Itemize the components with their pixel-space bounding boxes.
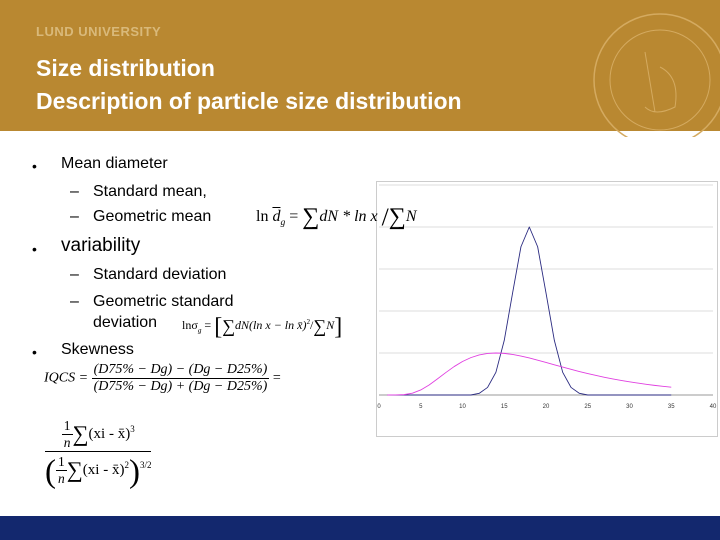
geometric-sd-formula: lnσg = [∑dN(ln x − ln x̄)2/∑N] <box>182 314 343 340</box>
x-tick-label: 25 <box>584 404 591 410</box>
size-distribution-chart: 0 5 10 15 20 25 30 35 40 <box>376 181 718 437</box>
slide-subtitle: Description of particle size distributio… <box>36 88 462 114</box>
x-tick-label: 0 <box>377 404 381 410</box>
footer-bar <box>0 516 720 540</box>
bullet-icon: • <box>32 344 37 360</box>
x-tick-label: 5 <box>419 404 423 410</box>
sub-geometric-sd-cont: deviation <box>93 314 158 331</box>
slide-title: Size distribution <box>36 55 215 81</box>
university-seal-logo <box>593 13 720 137</box>
dash-icon: – <box>70 293 79 310</box>
bullet-skewness: Skewness <box>61 341 134 358</box>
x-tick-label: 10 <box>459 404 466 410</box>
iqcs-formula: IQCS = (D75% − Dg) − (Dg − D25%) (D75% − … <box>44 362 281 394</box>
dash-icon: – <box>70 266 79 283</box>
x-tick-label: 35 <box>668 404 675 410</box>
title-banner: LUND UNIVERSITY Size distribution Descri… <box>0 0 720 137</box>
dash-icon: – <box>70 208 79 225</box>
x-tick-label: 40 <box>710 404 717 410</box>
x-tick-label: 20 <box>543 404 550 410</box>
bullet-variability: variability <box>61 235 141 256</box>
bullet-icon: • <box>32 241 37 257</box>
university-name: LUND UNIVERSITY <box>36 24 162 39</box>
sub-standard-mean: Standard mean, <box>93 183 207 200</box>
sub-standard-deviation: Standard deviation <box>93 266 227 283</box>
moment-skewness-formula: 1 n ∑(xi - x̄)3 (1 n ∑(xi - x̄)2)3/2 <box>45 418 152 490</box>
sub-geometric-sd: Geometric standard <box>93 293 234 310</box>
dash-icon: – <box>70 183 79 200</box>
series-line-0 <box>387 226 672 396</box>
geometric-mean-formula: ln dg = ∑dN * ln x /∑N <box>256 202 417 231</box>
series-line-1 <box>387 352 672 396</box>
bullet-icon: • <box>32 158 37 174</box>
sub-geometric-mean: Geometric mean <box>93 208 212 225</box>
x-tick-label: 30 <box>626 404 633 410</box>
x-tick-label: 15 <box>501 404 508 410</box>
bullet-mean-diameter: Mean diameter <box>61 155 168 172</box>
